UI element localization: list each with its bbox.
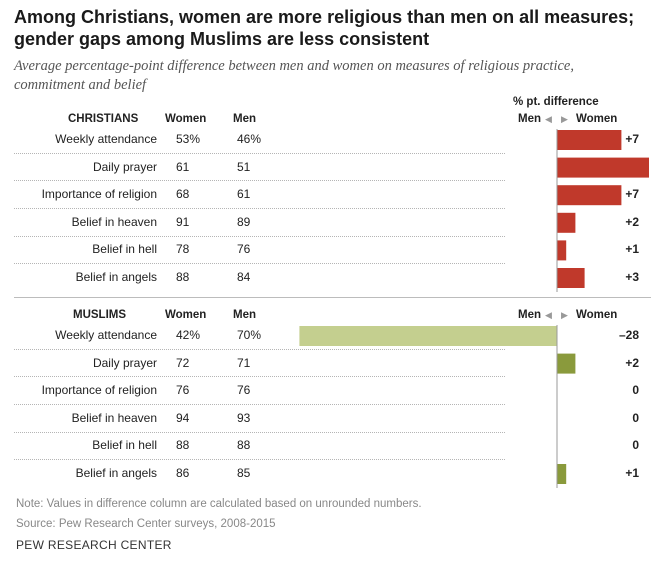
christians-men-header: Men — [233, 113, 256, 125]
muslims-diff-label: 0 — [632, 438, 639, 453]
muslims-women-value: 76 — [176, 383, 190, 398]
muslims-diff-label: –28 — [618, 328, 639, 342]
muslims-diff-label: +1 — [625, 466, 639, 480]
row-divider — [14, 180, 505, 182]
muslims-row-label: Daily prayer — [92, 355, 157, 370]
muslims-women-value: 88 — [176, 438, 190, 453]
muslims-bar — [557, 464, 567, 484]
muslims-row-label: Importance of religion — [41, 383, 157, 398]
christians-men-arrow-label: Men — [518, 113, 541, 125]
left-arrow-icon: ◀ — [545, 114, 552, 124]
muslims-women-value: 42% — [176, 328, 201, 342]
muslims-men-header: Men — [233, 309, 256, 321]
christians-diff-label: +7 — [625, 187, 639, 202]
right-arrow-icon: ▶ — [561, 310, 568, 320]
row-divider — [14, 348, 505, 350]
subtitle-line-1: Average percentage-point difference betw… — [14, 58, 574, 74]
title-line-1: Among Christians, women are more religio… — [14, 7, 635, 27]
christians-diff-label: +3 — [625, 270, 639, 284]
christians-men-value: 51 — [237, 159, 251, 174]
muslims-row-label: Belief in hell — [92, 438, 157, 453]
christians-men-value: 84 — [237, 270, 251, 284]
muslims-women-value: 72 — [176, 355, 190, 370]
christians-row-label: Belief in hell — [92, 242, 157, 257]
muslims-bar — [557, 353, 576, 374]
muslims-diff-label: 0 — [632, 383, 639, 398]
muslims-row-label: Belief in heaven — [71, 410, 157, 425]
muslims-men-value: 93 — [237, 410, 251, 425]
muslims-diff-label: 0 — [632, 410, 639, 425]
muslims-women-value: 86 — [176, 466, 190, 480]
christians-bar — [557, 185, 622, 206]
row-divider — [14, 152, 505, 154]
christians-women-value: 88 — [176, 270, 190, 284]
christians-row-label: Daily prayer — [92, 159, 157, 174]
christians-bar — [557, 212, 576, 233]
christians-women-value: 68 — [176, 187, 190, 202]
section-separator — [14, 297, 651, 298]
christians-women-arrow-label: Women — [576, 113, 618, 125]
christians-men-value: 89 — [237, 214, 251, 229]
muslims-women-header: Women — [165, 309, 207, 321]
title-line-2: gender gaps among Muslims are less consi… — [14, 29, 430, 49]
christians-diff-label: +2 — [625, 214, 639, 229]
row-divider — [14, 235, 505, 237]
row-divider — [14, 263, 505, 265]
muslims-women-arrow-label: Women — [576, 309, 618, 321]
row-divider — [14, 459, 505, 461]
muslims-section-title: MUSLIMS — [73, 309, 127, 321]
christians-women-value: 61 — [176, 159, 190, 174]
right-arrow-icon: ▶ — [561, 114, 568, 124]
muslims-men-value: 71 — [237, 355, 251, 370]
christians-bar — [557, 268, 585, 288]
muslims-men-value: 85 — [237, 466, 251, 480]
christians-bar — [557, 130, 622, 150]
muslims-men-value: 76 — [237, 383, 251, 398]
muslims-men-value: 70% — [237, 328, 262, 342]
muslims-row-label: Weekly attendance — [55, 328, 157, 342]
row-divider — [14, 431, 505, 433]
christians-women-header: Women — [165, 113, 207, 125]
christians-section-title: CHRISTIANS — [68, 113, 139, 125]
row-divider — [14, 376, 505, 378]
christians-diff-label: +7 — [625, 132, 639, 146]
source: Source: Pew Research Center surveys, 200… — [16, 518, 276, 530]
row-divider — [14, 404, 505, 405]
christians-men-value: 61 — [237, 187, 251, 202]
muslims-bar — [299, 326, 557, 346]
christians-row-label: Importance of religion — [41, 187, 157, 202]
note: Note: Values in difference column are ca… — [16, 498, 422, 510]
chart-subtitle: Average percentage-point difference betw… — [14, 57, 644, 95]
row-divider — [14, 208, 505, 209]
christians-women-value: 78 — [176, 242, 190, 257]
christians-men-value: 76 — [237, 242, 251, 257]
left-arrow-icon: ◀ — [545, 310, 552, 320]
christians-row-label: Belief in heaven — [71, 214, 157, 229]
christians-row-label: Weekly attendance — [55, 132, 157, 146]
muslims-row-label: Belief in angels — [75, 466, 157, 480]
muslims-men-arrow-label: Men — [518, 309, 541, 321]
christians-women-value: 53% — [176, 132, 201, 146]
christians-bar — [557, 157, 649, 178]
christians-women-value: 91 — [176, 214, 190, 229]
chart-title: Among Christians, women are more religio… — [14, 6, 644, 50]
christians-men-value: 46% — [237, 132, 262, 146]
christians-bar — [557, 240, 567, 261]
subtitle-line-2: commitment and belief — [14, 77, 147, 93]
muslims-diff-label: +2 — [625, 355, 639, 370]
christians-row-label: Belief in angels — [75, 270, 157, 284]
footer-brand: PEW RESEARCH CENTER — [16, 538, 172, 552]
diff-column-header: % pt. difference — [513, 96, 599, 108]
christians-diff-label: +1 — [625, 242, 639, 257]
muslims-women-value: 94 — [176, 410, 190, 425]
muslims-men-value: 88 — [237, 438, 251, 453]
